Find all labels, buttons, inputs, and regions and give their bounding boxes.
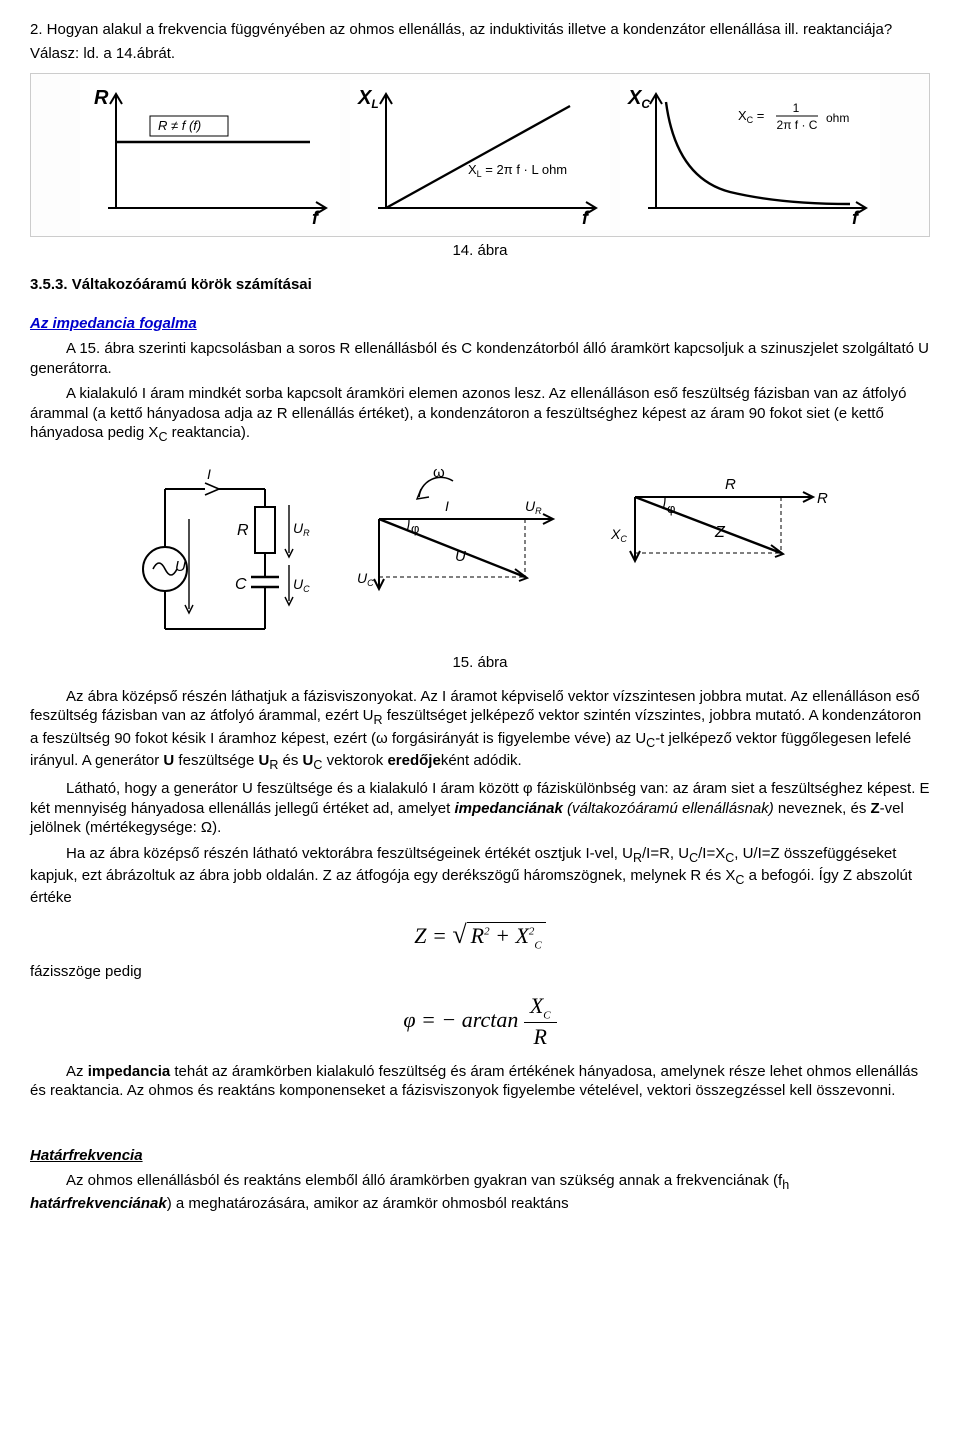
paragraph-4: Ha az ábra középső részén látható vektor… <box>30 844 930 908</box>
p3db: Z <box>871 800 880 817</box>
para1-tail: reaktancia). <box>167 424 250 441</box>
xc-inline-suffix: ohm <box>826 111 849 125</box>
f1-b: X <box>515 923 528 948</box>
f1-lhs: Z <box>414 923 426 948</box>
circuit-U: U <box>175 558 186 575</box>
section-3-5-3-title: 3.5.3. Váltakozóáramú körök számításai <box>30 275 930 295</box>
impedance-heading: Az impedancia fogalma <box>30 314 930 334</box>
axis-label-xl: XL <box>357 87 379 111</box>
cutoff-para: Az ohmos ellenállásból és reaktáns elemb… <box>30 1171 930 1213</box>
phasor-UR: UR <box>525 498 542 516</box>
p2cb: U <box>163 752 174 769</box>
p3d: neveznek, és <box>774 800 871 817</box>
circuit-C: C <box>235 576 247 593</box>
phasor-diagram: ω I UR UC U φ <box>345 459 575 609</box>
p2e: és <box>278 752 302 769</box>
p2eb: U <box>303 752 314 769</box>
f1-e1: 2 <box>484 925 490 937</box>
figure-14-row: R f R ≠ f (f) XL f XL = 2π f · L ohm XC … <box>30 73 930 237</box>
xl-inline-label: XL = 2π f · L ohm <box>468 162 567 179</box>
paragraph-1: A 15. ábra szerinti kapcsolásban a soros… <box>30 339 930 378</box>
xc-inline-prefix: XC = <box>738 108 764 125</box>
chart-xl-vs-f: XL f XL = 2π f · L ohm <box>350 80 610 230</box>
para1-lead: A 15. ábra szerinti kapcsolásban a soros… <box>30 340 929 377</box>
r-inline-label: R ≠ f (f) <box>158 118 201 133</box>
p4cs: C <box>725 851 734 865</box>
p4b: /I=R, U <box>642 845 689 862</box>
circuit-R: R <box>237 522 249 539</box>
figure-15-row: I R C U UR UC ω I UR <box>30 459 930 649</box>
tri-Z: Z <box>714 524 726 541</box>
p3b: impedanciának <box>454 800 562 817</box>
axis-label-f-2: f <box>582 208 590 228</box>
figure-15-caption: 15. ábra <box>30 653 930 673</box>
phasor-U: U <box>455 548 466 565</box>
phase-label: fázisszöge pedig <box>30 962 930 982</box>
question-text: 2. Hogyan alakul a frekvencia függvényéb… <box>30 20 930 40</box>
cutoff-heading: Határfrekvencia <box>30 1146 930 1166</box>
tri-R-top: R <box>725 476 736 493</box>
f2-nums: C <box>543 1009 550 1021</box>
impedance-triangle: R R XC Z φ <box>605 459 835 589</box>
circuit-diagram: I R C U UR UC <box>125 459 315 649</box>
circuit-UC: UC <box>293 576 310 594</box>
circuit-UR: UR <box>293 520 310 538</box>
phasor-I: I <box>445 498 449 514</box>
cfbi: határfrekvenciának <box>30 1195 167 1212</box>
p5ab: impedancia <box>88 1063 171 1080</box>
p4as: R <box>633 851 642 865</box>
xc-inline-den: 2π f · C <box>777 118 818 132</box>
chart-r-vs-f: R f R ≠ f (f) <box>80 80 340 230</box>
cfs: h <box>782 1178 789 1192</box>
paragraph-1b: A kialakuló I áram mindkét sorba kapcsol… <box>30 384 930 445</box>
p4c: /I=X <box>698 845 725 862</box>
f1-e2: 2 <box>529 925 535 937</box>
f2-den: R <box>524 1023 557 1052</box>
p5a: Az <box>66 1063 88 1080</box>
cfa: Az ohmos ellenállásból és reaktáns elemb… <box>66 1172 782 1189</box>
p2db: U <box>258 752 269 769</box>
phasor-omega: ω <box>433 464 445 481</box>
p2f: vektorok <box>322 752 387 769</box>
paragraph-5: Az impedancia tehát az áramkörben kialak… <box>30 1062 930 1101</box>
paragraph-2: Az ábra középső részén láthatjuk a fázis… <box>30 687 930 773</box>
formula-z: Z = √R2 + X2C <box>30 918 930 953</box>
figure-14-caption: 14. ábra <box>30 241 930 261</box>
formula-phi: φ = − arctan XCR <box>30 992 930 1052</box>
f2-phi: φ <box>403 1007 415 1032</box>
axis-label-xc: XC <box>627 87 650 111</box>
p2fb: eredője <box>387 752 440 769</box>
axis-label-f-3: f <box>852 208 860 228</box>
axis-label-f-1: f <box>312 208 320 228</box>
f1-a: R <box>471 923 484 948</box>
paragraph-3: Látható, hogy a generátor U feszültsége … <box>30 779 930 838</box>
cfb: ) a meghatározására, amikor az áramkör o… <box>167 1195 569 1212</box>
tri-XC: XC <box>610 526 627 544</box>
phasor-UC: UC <box>357 570 374 588</box>
xc-inline-num: 1 <box>793 101 800 115</box>
p2ds: R <box>269 758 278 772</box>
p2as: R <box>374 713 383 727</box>
f1-eq: = <box>427 923 453 948</box>
question-answer: Válasz: ld. a 14.ábrát. <box>30 44 930 64</box>
tri-R-axis: R <box>817 490 828 507</box>
p3c: (váltakozóáramú ellenállásnak) <box>563 800 774 817</box>
p2g: ként adódik. <box>441 752 522 769</box>
circuit-I: I <box>207 466 211 482</box>
p4bs: C <box>689 851 698 865</box>
f1-bs: C <box>534 939 541 951</box>
phasor-phi: φ <box>411 521 419 536</box>
chart-xc-vs-f: XC f XC = 1 2π f · C ohm <box>620 80 880 230</box>
tri-phi: φ <box>667 501 675 516</box>
p4a: Ha az ábra középső részén látható vektor… <box>66 845 633 862</box>
axis-label-r: R <box>94 87 109 109</box>
p2bs: C <box>646 736 655 750</box>
f2-num: X <box>530 993 543 1018</box>
p2d: feszültsége <box>174 752 258 769</box>
f2-eq: = − arctan <box>416 1007 524 1032</box>
